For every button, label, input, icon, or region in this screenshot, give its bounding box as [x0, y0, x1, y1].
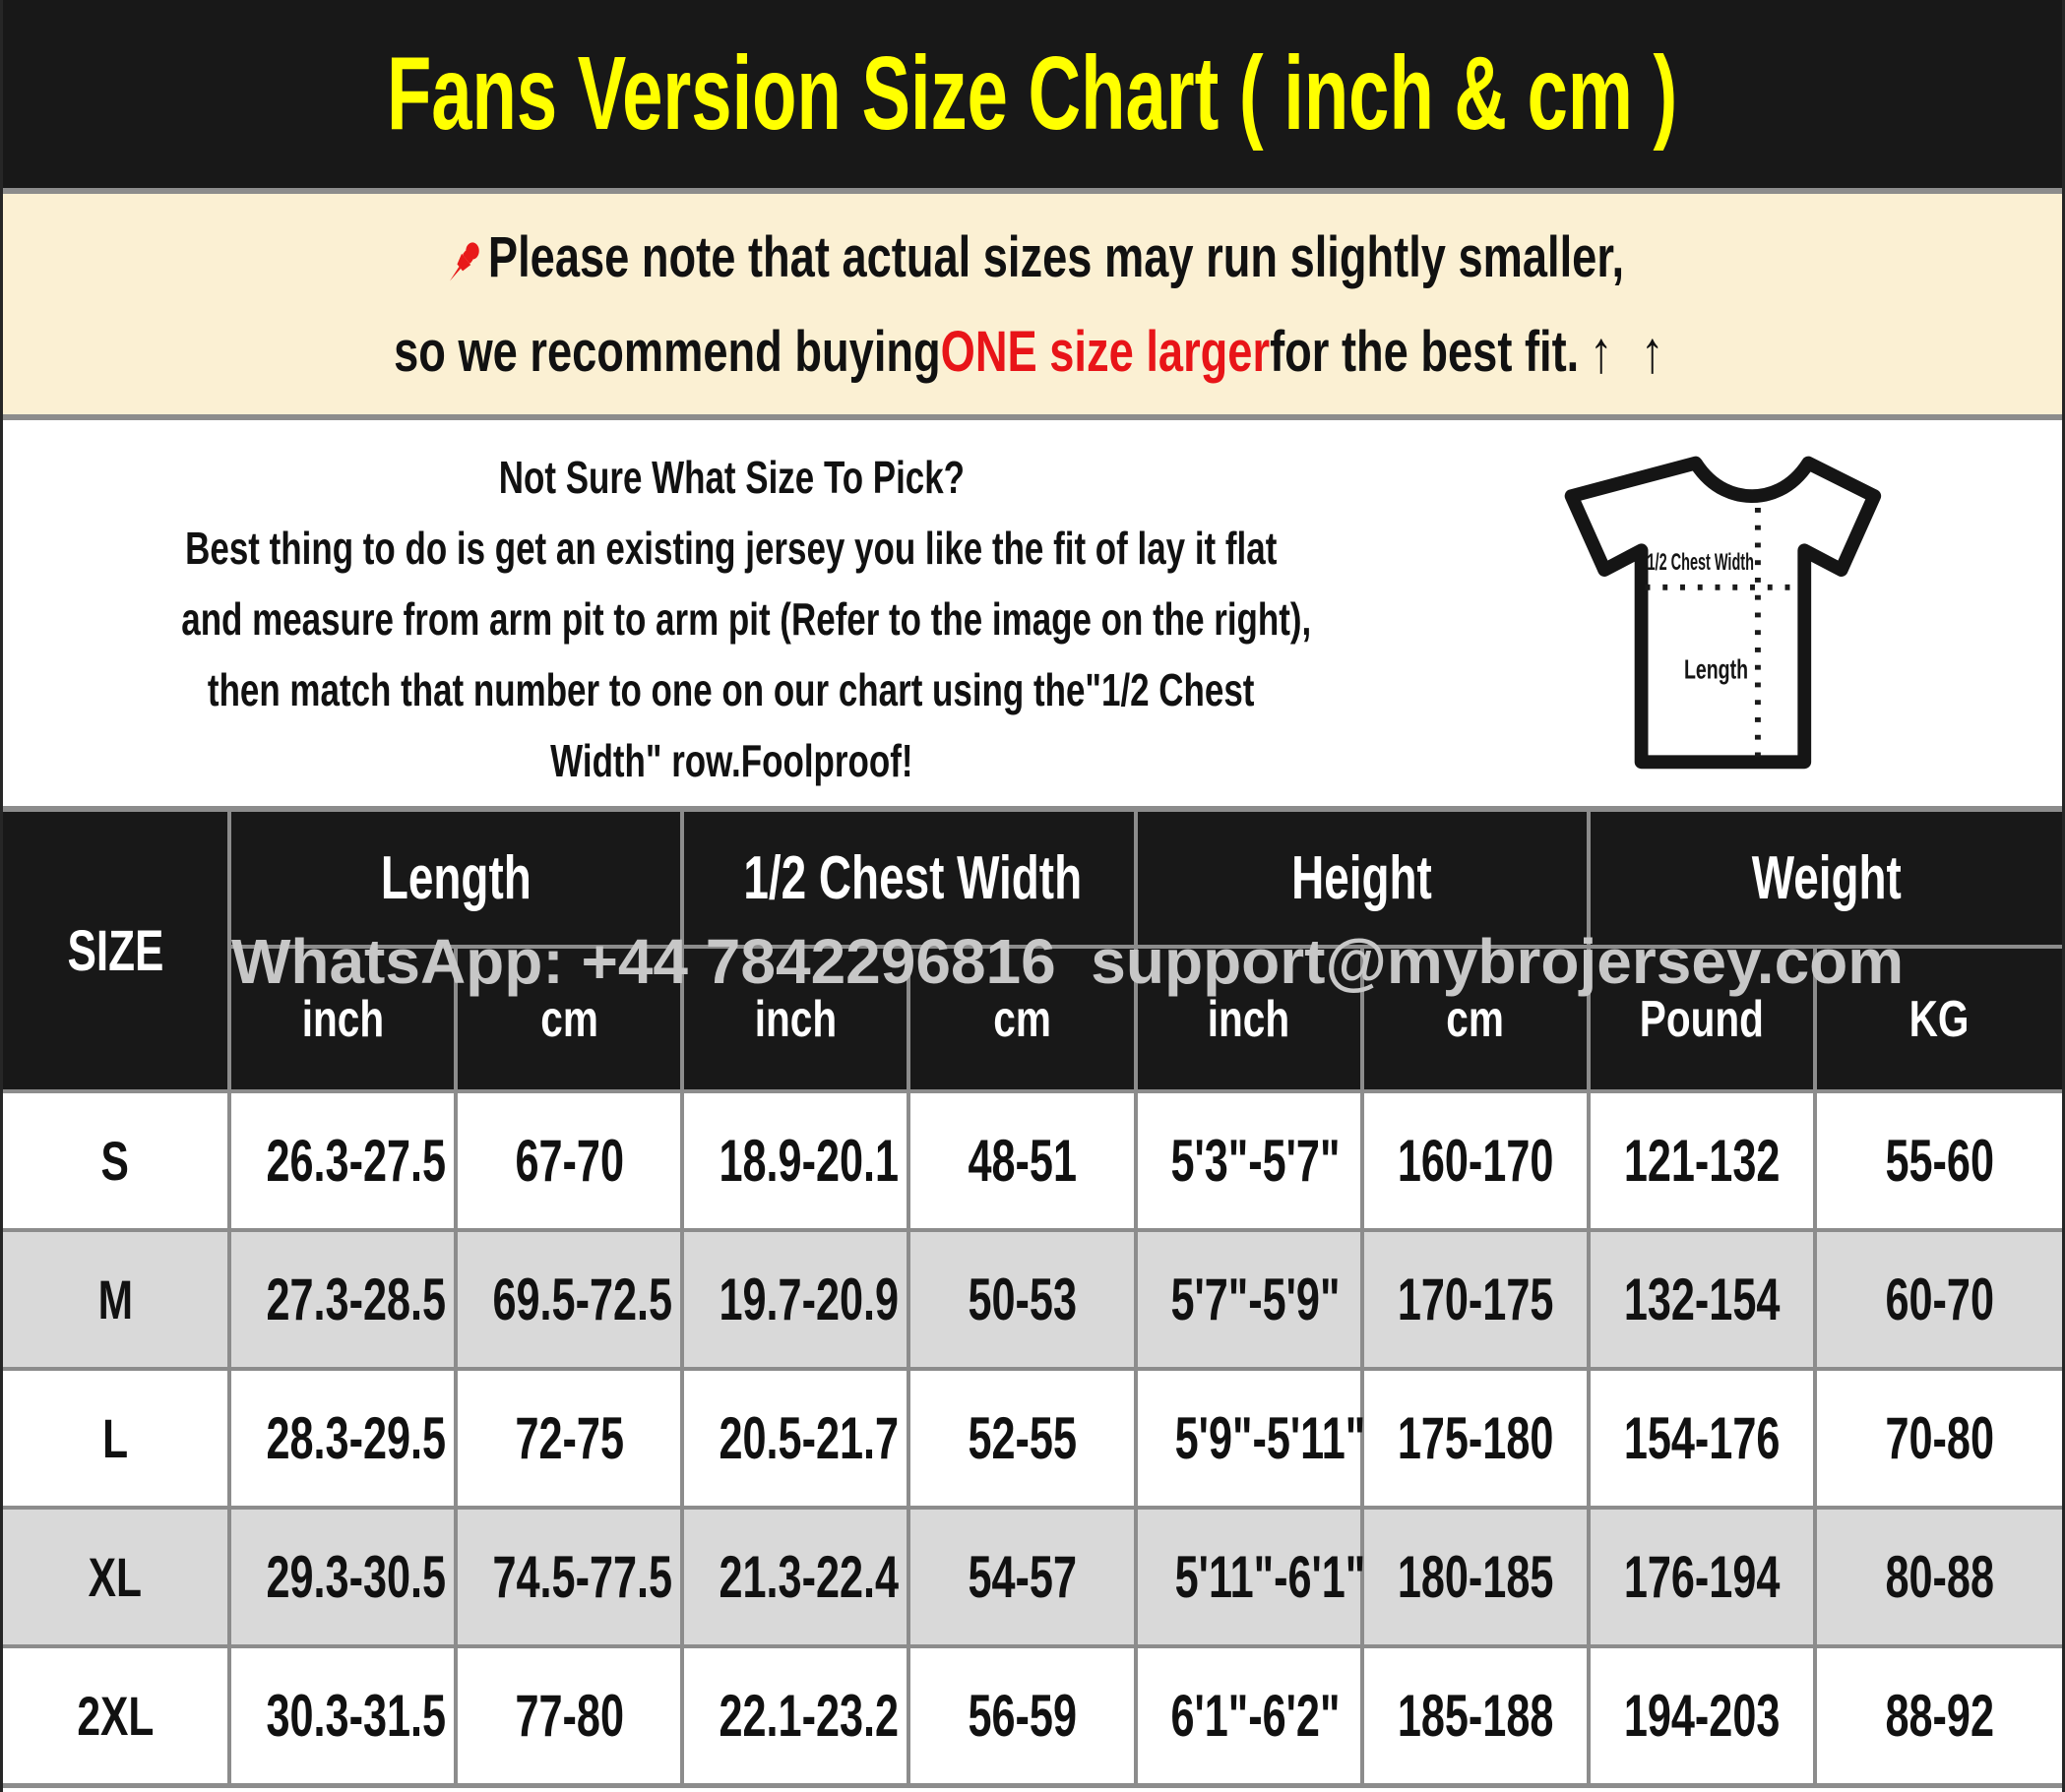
unit-header-height-inch: inch [1133, 945, 1364, 1093]
instructions-heading: Not Sure What Size To Pick? [498, 452, 965, 503]
notice-line-2-highlight: ONE size larger [940, 319, 1270, 384]
value-cell: 121-132 [1586, 1089, 1817, 1232]
value-cell: 69.5-72.5 [454, 1228, 685, 1371]
value-cell: 180-185 [1359, 1506, 1591, 1648]
value-cell: 132-154 [1586, 1228, 1817, 1371]
size-cell: S [3, 1089, 232, 1232]
size-cell: M [3, 1228, 232, 1371]
unit-header-weight-pound: Pound [1586, 945, 1817, 1093]
value-cell: 54-57 [907, 1506, 1138, 1648]
table-group-header-row: SIZE Length 1/2 Chest Width Height Weigh… [3, 809, 2062, 1093]
value-cell: 67-70 [454, 1089, 685, 1232]
value-cell: 26.3-27.5 [227, 1089, 459, 1232]
notice-line-1-text: Please note that actual sizes may run sl… [488, 225, 1625, 289]
instructions-line: and measure from arm pit to arm pit (Ref… [181, 593, 1312, 645]
size-cell: 2XL [3, 1644, 232, 1785]
group-header-height: Height [1133, 809, 1591, 949]
divider-under-title [3, 188, 2062, 194]
value-cell: 154-176 [1586, 1367, 1817, 1510]
value-cell: 74.5-77.5 [454, 1506, 685, 1648]
instructions-text: Not Sure What Size To Pick? Best thing t… [3, 420, 1460, 796]
instructions-line: Width" row.Foolproof! [549, 735, 913, 786]
size-table: SIZE Length 1/2 Chest Width Height Weigh… [3, 806, 2062, 1788]
table-row-l: L 28.3-29.5 72-75 20.5-21.7 52-55 5'9"-5… [3, 1367, 2062, 1510]
notice-line-2-before: so we recommend buying [393, 319, 941, 384]
value-cell: 22.1-23.2 [680, 1644, 911, 1785]
value-cell: 72-75 [454, 1367, 685, 1510]
value-cell: 6'1"-6'2" [1133, 1644, 1364, 1785]
value-cell: 21.3-22.4 [680, 1506, 911, 1648]
up-arrows: ↑ ↑ [1589, 318, 1672, 385]
value-cell: 160-170 [1359, 1089, 1591, 1232]
title-bar: Fans Version Size Chart ( inch & cm ) [3, 0, 2062, 188]
table-row-m: M 27.3-28.5 69.5-72.5 19.7-20.9 50-53 5'… [3, 1228, 2062, 1371]
tshirt-outline [1564, 456, 1882, 770]
table-row-2xl: 2XL 30.3-31.5 77-80 22.1-23.2 56-59 6'1"… [3, 1644, 2062, 1785]
value-cell: 60-70 [1812, 1228, 2062, 1371]
divider-under-banner [3, 414, 2062, 420]
value-cell: 20.5-21.7 [680, 1367, 911, 1510]
value-cell: 29.3-30.5 [227, 1506, 459, 1648]
value-cell: 55-60 [1812, 1089, 2062, 1232]
chest-width-label: 1/2 Chest Width [1648, 550, 1754, 576]
value-cell: 52-55 [907, 1367, 1138, 1510]
value-cell: 48-51 [907, 1089, 1138, 1232]
value-cell: 194-203 [1586, 1644, 1817, 1785]
value-cell: 80-88 [1812, 1506, 2062, 1648]
value-cell: 70-80 [1812, 1367, 2062, 1510]
group-header-chest-width: 1/2 Chest Width [680, 809, 1138, 949]
instructions-line: then match that number to one on our cha… [208, 664, 1255, 715]
notice-line-2: so we recommend buying ONE size larger f… [394, 318, 1671, 386]
pushpin-icon [450, 241, 479, 281]
instructions-line: Best thing to do is get an existing jers… [185, 523, 1278, 574]
value-cell: 18.9-20.1 [680, 1089, 911, 1232]
notice-line-1: Please note that actual sizes may run sl… [441, 223, 1624, 292]
value-cell: 5'11"-6'1" [1133, 1506, 1365, 1648]
value-cell: 175-180 [1359, 1367, 1591, 1510]
unit-header-chest-inch: inch [680, 945, 911, 1093]
size-cell: L [3, 1367, 232, 1510]
notice-banner: Please note that actual sizes may run sl… [3, 194, 2062, 414]
size-column-header: SIZE [3, 809, 232, 1093]
value-cell: 5'7"-5'9" [1133, 1228, 1364, 1371]
unit-header-weight-kg: KG [1812, 945, 2062, 1093]
unit-header-length-inch: inch [229, 945, 459, 1093]
value-cell: 170-175 [1359, 1228, 1591, 1371]
unit-header-length-cm: cm [454, 945, 685, 1093]
value-cell: 56-59 [907, 1644, 1138, 1785]
value-cell: 5'9"-5'11" [1133, 1367, 1365, 1510]
value-cell: 30.3-31.5 [227, 1644, 459, 1785]
value-cell: 77-80 [454, 1644, 685, 1785]
unit-header-chest-cm: cm [907, 945, 1138, 1093]
size-cell: XL [3, 1506, 232, 1648]
instructions-section: Not Sure What Size To Pick? Best thing t… [3, 420, 2062, 806]
page-title: Fans Version Size Chart ( inch & cm ) [387, 35, 1678, 152]
group-header-weight: Weight [1586, 809, 2062, 949]
value-cell: 5'3"-5'7" [1133, 1089, 1364, 1232]
value-cell: 50-53 [907, 1228, 1138, 1371]
value-cell: 28.3-29.5 [227, 1367, 459, 1510]
value-cell: 19.7-20.9 [680, 1228, 911, 1371]
length-label: Length [1684, 654, 1748, 685]
value-cell: 185-188 [1359, 1644, 1591, 1785]
unit-header-height-cm: cm [1359, 945, 1591, 1093]
notice-line-2-after: for the best fit. [1269, 319, 1580, 384]
group-header-length: Length [227, 809, 685, 949]
value-cell: 88-92 [1812, 1644, 2062, 1785]
value-cell: 176-194 [1586, 1506, 1817, 1648]
value-cell: 27.3-28.5 [227, 1228, 459, 1371]
tshirt-measurement-diagram: 1/2 Chest Width Length [1564, 456, 1882, 770]
table-row-s: S 26.3-27.5 67-70 18.9-20.1 48-51 5'3"-5… [3, 1089, 2062, 1232]
table-unit-header-row: inch cm inch cm inch cm Pound KG [3, 945, 2062, 1093]
table-row-xl: XL 29.3-30.5 74.5-77.5 21.3-22.4 54-57 5… [3, 1506, 2062, 1648]
